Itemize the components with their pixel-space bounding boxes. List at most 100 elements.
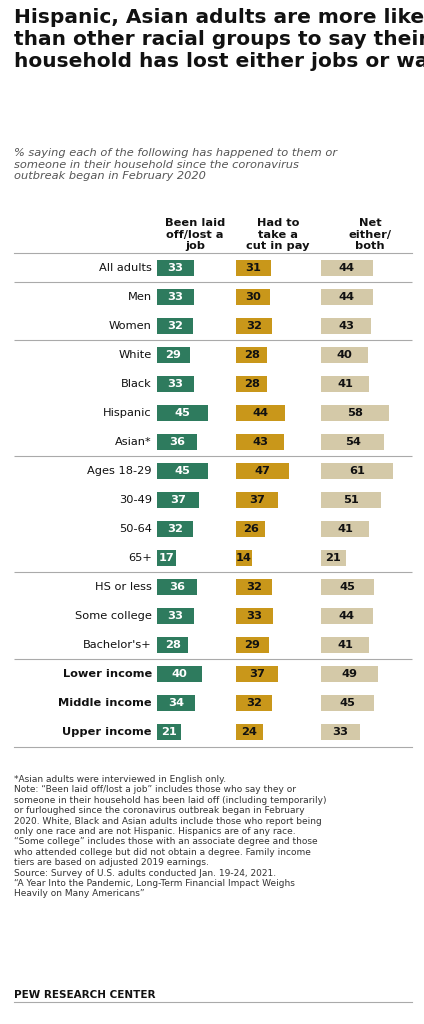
Text: Upper income: Upper income — [62, 727, 152, 737]
Text: Middle income: Middle income — [59, 698, 152, 708]
Bar — [321, 521, 369, 537]
Text: % saying each of the following has happened to them or
someone in their househol: % saying each of the following has happe… — [14, 148, 337, 181]
Text: Hispanic, Asian adults are more likely
than other racial groups to say their
hou: Hispanic, Asian adults are more likely t… — [14, 8, 424, 71]
Bar — [236, 521, 265, 537]
Bar — [236, 579, 272, 595]
Text: 33: 33 — [332, 727, 349, 737]
Bar — [236, 695, 272, 711]
Bar — [236, 550, 252, 566]
Text: 33: 33 — [246, 611, 262, 621]
Text: 32: 32 — [167, 321, 183, 331]
Bar — [157, 289, 194, 305]
Bar — [157, 579, 198, 595]
Text: Black: Black — [121, 379, 152, 389]
Bar — [157, 376, 194, 392]
Text: 28: 28 — [244, 350, 259, 360]
Bar — [321, 260, 373, 276]
Bar — [321, 434, 385, 450]
Bar — [321, 318, 371, 334]
Text: 32: 32 — [246, 582, 262, 592]
Bar — [236, 463, 289, 479]
Bar — [321, 347, 368, 362]
Text: All adults: All adults — [99, 263, 152, 273]
Bar — [321, 666, 379, 682]
Text: 26: 26 — [243, 524, 259, 534]
Text: 44: 44 — [253, 408, 269, 418]
Text: 41: 41 — [337, 379, 353, 389]
Text: 29: 29 — [244, 640, 260, 650]
Text: 32: 32 — [246, 321, 262, 331]
Bar — [321, 695, 374, 711]
Bar — [321, 376, 369, 392]
Text: Asian*: Asian* — [115, 437, 152, 447]
Text: 40: 40 — [337, 350, 352, 360]
Text: 37: 37 — [249, 495, 265, 505]
Text: 28: 28 — [244, 379, 259, 389]
Text: 51: 51 — [343, 495, 359, 505]
Text: 54: 54 — [345, 437, 361, 447]
Text: 36: 36 — [169, 582, 185, 592]
Text: 33: 33 — [167, 379, 184, 389]
Bar — [321, 406, 389, 421]
Text: 32: 32 — [167, 524, 183, 534]
Bar — [236, 666, 278, 682]
Bar — [236, 289, 270, 305]
Text: Net
either/
both: Net either/ both — [349, 218, 391, 251]
Text: Hispanic: Hispanic — [103, 408, 152, 418]
Bar — [236, 376, 268, 392]
Text: 33: 33 — [167, 611, 184, 621]
Text: 40: 40 — [172, 669, 187, 679]
Text: 43: 43 — [338, 321, 354, 331]
Bar — [157, 463, 207, 479]
Text: HS or less: HS or less — [95, 582, 152, 592]
Text: 58: 58 — [347, 408, 363, 418]
Text: 44: 44 — [339, 611, 355, 621]
Text: Lower income: Lower income — [63, 669, 152, 679]
Bar — [321, 608, 373, 624]
Text: 37: 37 — [170, 495, 186, 505]
Bar — [157, 347, 190, 362]
Text: 45: 45 — [340, 582, 355, 592]
Text: 17: 17 — [159, 553, 174, 563]
Bar — [157, 666, 202, 682]
Bar — [321, 724, 360, 740]
Text: PEW RESEARCH CENTER: PEW RESEARCH CENTER — [14, 990, 156, 1000]
Bar — [157, 695, 195, 711]
Bar — [321, 550, 346, 566]
Bar — [236, 492, 278, 508]
Text: 32: 32 — [246, 698, 262, 708]
Bar — [157, 492, 198, 508]
Text: 41: 41 — [337, 524, 353, 534]
Text: 21: 21 — [161, 727, 177, 737]
Text: 47: 47 — [254, 466, 271, 476]
Bar — [321, 463, 393, 479]
Text: 29: 29 — [165, 350, 181, 360]
Text: Been laid
off/lost a
job: Been laid off/lost a job — [165, 218, 225, 251]
Text: 36: 36 — [169, 437, 185, 447]
Text: 33: 33 — [167, 292, 184, 302]
Text: Women: Women — [109, 321, 152, 331]
Bar — [236, 637, 268, 653]
Text: 14: 14 — [236, 553, 252, 563]
Bar — [236, 406, 285, 421]
Text: 34: 34 — [168, 698, 184, 708]
Bar — [157, 260, 194, 276]
Text: 65+: 65+ — [128, 553, 152, 563]
Text: 24: 24 — [242, 727, 257, 737]
Text: 49: 49 — [342, 669, 358, 679]
Bar — [157, 406, 207, 421]
Text: 45: 45 — [174, 466, 190, 476]
Text: 44: 44 — [339, 292, 355, 302]
Bar — [236, 724, 263, 740]
Bar — [157, 550, 176, 566]
Bar — [321, 637, 369, 653]
Bar — [157, 608, 194, 624]
Bar — [157, 318, 193, 334]
Text: 31: 31 — [245, 263, 261, 273]
Text: 21: 21 — [326, 553, 341, 563]
Text: 33: 33 — [167, 263, 184, 273]
Text: 45: 45 — [174, 408, 190, 418]
Text: 30-49: 30-49 — [119, 495, 152, 505]
Text: 50-64: 50-64 — [119, 524, 152, 534]
Bar — [236, 608, 273, 624]
